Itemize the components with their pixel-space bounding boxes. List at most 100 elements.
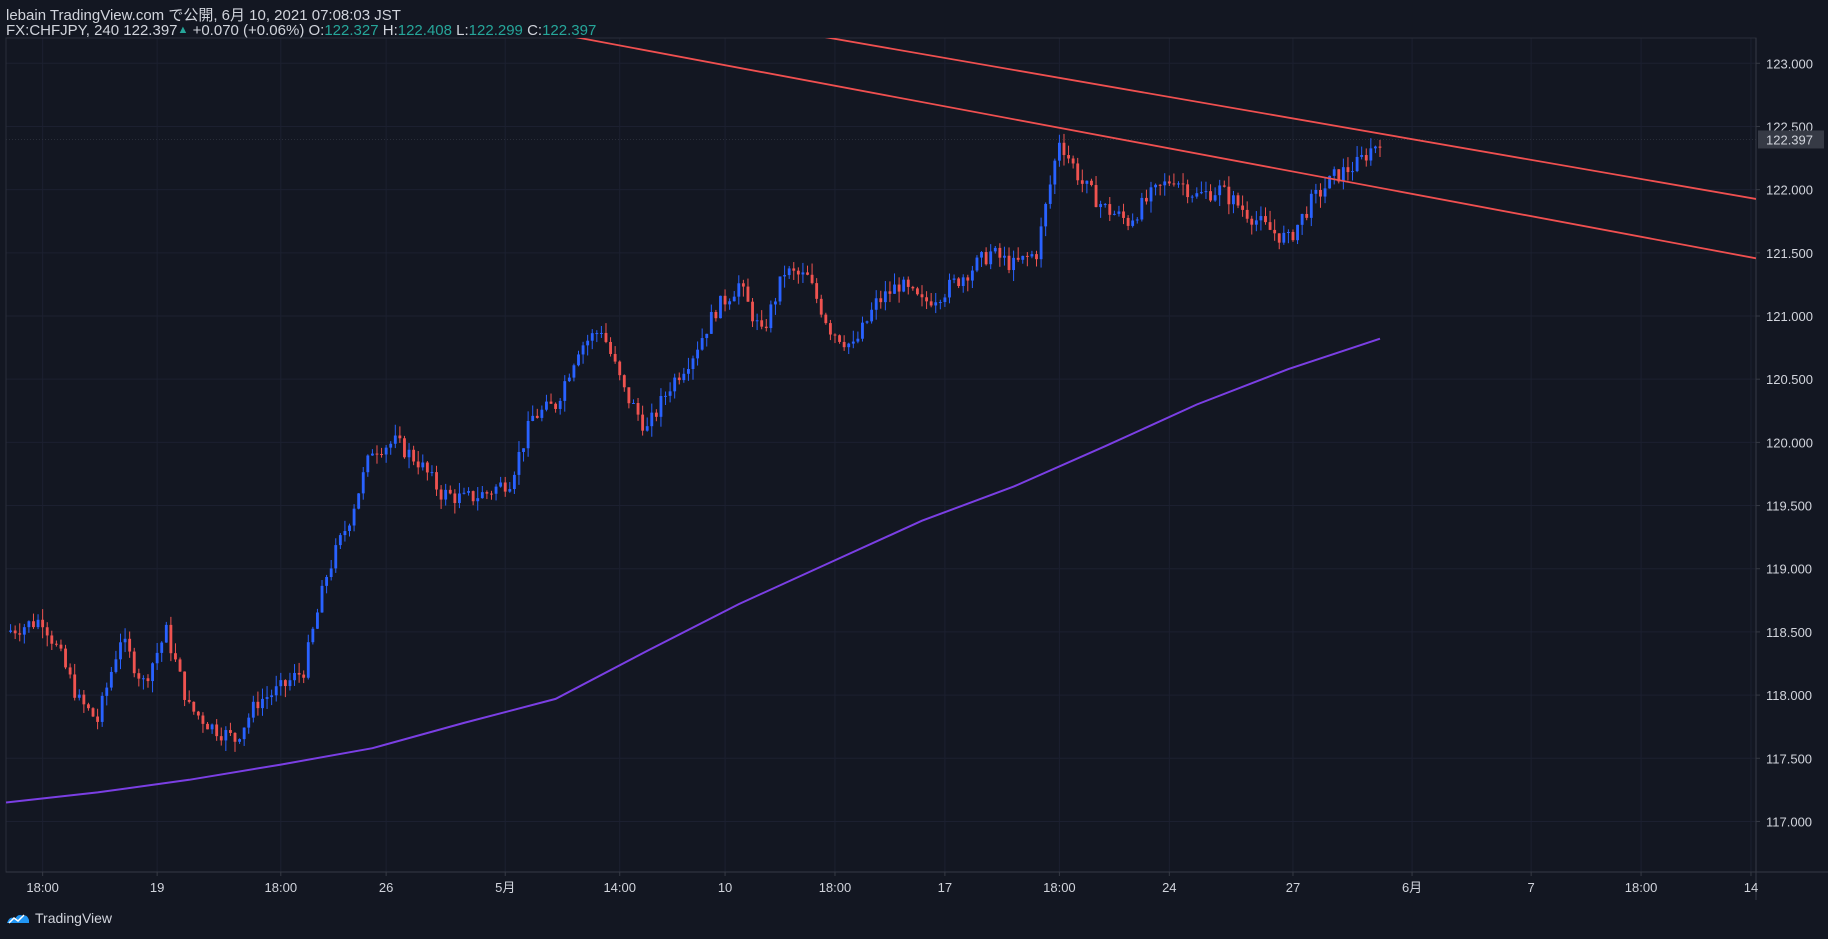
candle-body	[952, 278, 956, 280]
candle-body	[760, 320, 764, 327]
candle-body	[27, 621, 31, 628]
candle-body	[1332, 169, 1336, 176]
candle-body	[865, 321, 869, 323]
candle-body	[128, 638, 132, 652]
candle-body	[45, 627, 49, 636]
candle-body	[215, 724, 219, 737]
candle-body	[105, 687, 109, 696]
candle-body	[728, 301, 732, 305]
candle-body	[183, 671, 187, 700]
candle-body	[1346, 167, 1350, 173]
candle-body	[123, 638, 127, 643]
candle-body	[622, 375, 626, 388]
publish-text: lebain TradingView.com で公開, 6月 10, 2021 …	[6, 7, 401, 24]
candle-body	[471, 491, 475, 502]
candle-body	[632, 403, 635, 405]
candle-body	[261, 698, 264, 709]
candle-body	[599, 332, 603, 334]
candle-body	[691, 358, 695, 370]
channel-lower-line	[575, 38, 1756, 260]
candle-body	[1259, 216, 1263, 221]
candle-body	[659, 396, 663, 417]
candle-body	[1309, 193, 1313, 218]
candle-body	[375, 453, 379, 455]
candle-body	[677, 377, 681, 381]
candle-body	[1163, 181, 1167, 186]
candle-body	[132, 651, 136, 674]
price-change: +0.070 (+0.06%)	[192, 22, 305, 39]
candle-body	[1209, 191, 1212, 201]
candle-body	[673, 377, 677, 392]
candle-body	[1012, 257, 1016, 271]
candle-body	[1154, 184, 1157, 188]
candle-body	[1369, 148, 1373, 161]
candle-body	[73, 674, 77, 698]
candle-body	[155, 652, 159, 664]
candle-body	[934, 302, 938, 306]
candle-body	[1025, 255, 1029, 257]
candle-body	[998, 247, 1002, 258]
candle-body	[160, 642, 164, 653]
candle-body	[815, 283, 819, 299]
candle-body	[13, 630, 17, 634]
candle-body	[535, 415, 539, 418]
candle-body	[1126, 217, 1130, 226]
candle-body	[265, 697, 269, 699]
candle-body	[448, 489, 452, 494]
low-value: 122.299	[468, 22, 523, 39]
tradingview-brand: TradingView	[35, 910, 113, 926]
candle-body	[18, 633, 22, 635]
y-tick-label: 122.000	[1766, 183, 1813, 198]
candle-body	[169, 624, 173, 654]
x-tick-label: 10	[718, 880, 732, 895]
candle-body	[1149, 187, 1153, 202]
candle-body	[925, 297, 928, 302]
candle-body	[801, 272, 805, 275]
channel-upper-line	[824, 38, 1756, 200]
tradingview-logo-icon	[7, 914, 29, 924]
y-tick-label: 120.500	[1766, 372, 1813, 387]
candle-body	[343, 531, 347, 536]
candle-body	[59, 644, 63, 649]
symbol-label[interactable]: FX:CHFJPY, 240	[6, 22, 120, 39]
close-value: 122.397	[542, 22, 597, 39]
y-tick-label: 117.500	[1766, 751, 1812, 766]
x-tick-label: 19	[150, 880, 164, 895]
candle-body	[224, 730, 228, 741]
candle-body	[1076, 163, 1080, 181]
candle-body	[636, 403, 640, 415]
candle-body	[911, 286, 915, 289]
close-label: C:	[527, 22, 543, 39]
candle-body	[1007, 255, 1011, 271]
open-value: 122.327	[324, 22, 379, 39]
candle-body	[1291, 231, 1295, 241]
candle-body	[233, 732, 237, 742]
candle-body	[517, 451, 521, 475]
last-price-tag-label: 122.397	[1766, 132, 1813, 147]
candle-body	[421, 462, 425, 468]
time-axis[interactable]: 18:00 19 18:00 26 5月 14:00 10 18:00 17 18:00 24 27 6…	[26, 872, 1828, 895]
y-tick-label: 118.000	[1766, 688, 1812, 703]
price-axis[interactable]: 123.000122.500122.000121.500121.000120.5…	[1756, 56, 1824, 829]
candle-body	[9, 630, 12, 632]
candle-body	[567, 377, 571, 382]
footer-brand[interactable]: TradingView	[6, 910, 112, 926]
candle-body	[714, 312, 718, 319]
candle-body	[1094, 185, 1098, 208]
candle-body	[352, 508, 356, 526]
y-tick-label: 118.500	[1766, 625, 1812, 640]
candle-body	[613, 353, 617, 362]
candle-body	[558, 400, 562, 409]
candle-body	[187, 699, 191, 702]
candle-body	[1204, 191, 1208, 193]
candle-body	[700, 338, 704, 350]
candle-body	[984, 252, 988, 265]
candle-body	[41, 619, 45, 628]
candle-body	[1177, 183, 1180, 185]
y-tick-label: 117.000	[1766, 814, 1812, 829]
candle-body	[64, 648, 67, 668]
candle-body	[1172, 183, 1176, 185]
publish-info: lebain TradingView.com で公開, 6月 10, 2021 …	[6, 4, 401, 25]
candle-body	[1378, 146, 1382, 148]
